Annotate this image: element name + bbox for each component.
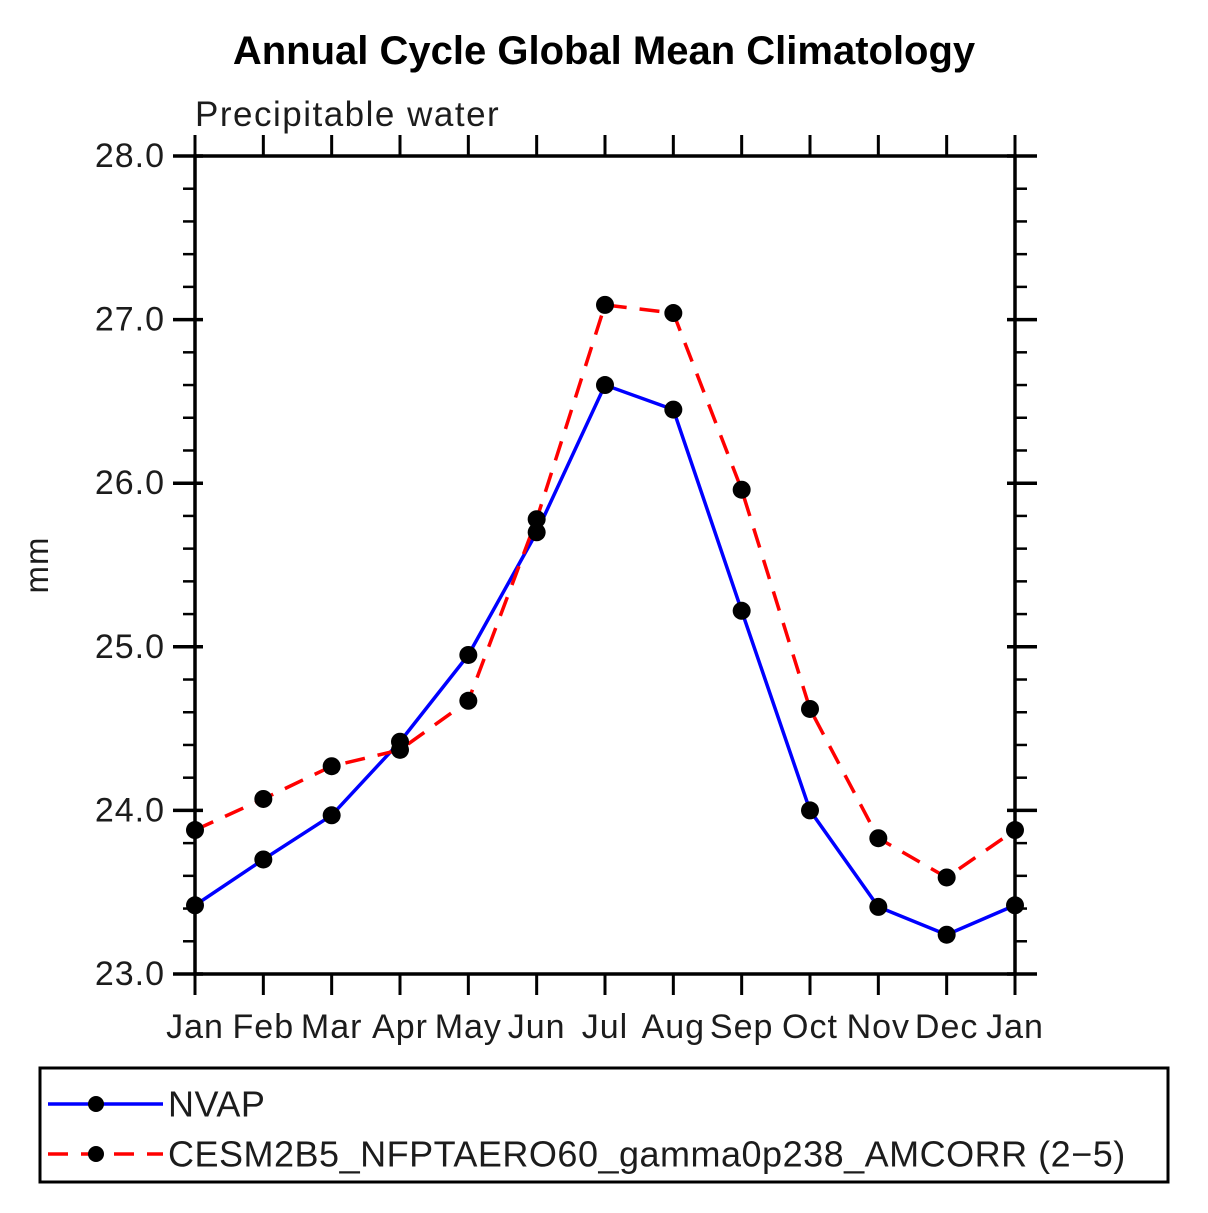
legend-marker-sample — [88, 1096, 104, 1112]
x-tick-label: Jul — [582, 1008, 628, 1046]
data-point — [186, 896, 204, 915]
chart-subtitle: Precipitable water — [195, 95, 500, 134]
x-tick-label: Oct — [782, 1008, 838, 1046]
x-tick-label: Feb — [233, 1008, 295, 1046]
legend-entry-label-nvap: NVAP — [168, 1084, 265, 1125]
legend-swatches — [48, 1096, 163, 1162]
data-point — [459, 645, 478, 664]
data-point — [732, 480, 751, 499]
x-tick-label: Dec — [915, 1008, 978, 1046]
series-line-nvap — [194, 382, 1016, 937]
data-point — [596, 295, 614, 314]
data-point — [937, 925, 956, 944]
legend-marker-sample — [88, 1146, 104, 1162]
legend: NVAP CESM2B5_NFPTAERO60_gamma0p238_AMCOR… — [38, 1066, 1170, 1184]
data-point — [801, 699, 819, 718]
data-point — [527, 523, 546, 542]
x-tick-label: Nov — [847, 1008, 910, 1046]
data-point — [596, 376, 614, 395]
data-point — [869, 897, 888, 916]
chart-title: Annual Cycle Global Mean Climatology — [233, 29, 976, 73]
x-tick-label: Jan — [166, 1008, 224, 1046]
y-tick-label: 28.0 — [95, 137, 165, 175]
data-point — [527, 510, 546, 529]
x-tick-label: May — [435, 1008, 502, 1046]
data-point — [732, 601, 751, 620]
data-point — [391, 740, 409, 759]
data-point — [254, 850, 273, 869]
data-point — [664, 400, 683, 419]
x-tick-label: Jun — [508, 1008, 566, 1046]
x-tick-label: Apr — [372, 1008, 428, 1046]
data-point — [254, 789, 273, 808]
plot-frame — [193, 154, 1017, 976]
y-tick-label: 24.0 — [95, 791, 165, 829]
x-tick-label: Jan — [986, 1008, 1044, 1046]
data-point — [937, 868, 956, 887]
data-point — [322, 757, 341, 776]
data-point — [1006, 896, 1024, 915]
y-tick-label: 26.0 — [95, 464, 165, 502]
data-point — [459, 691, 478, 710]
data-point — [664, 304, 683, 323]
data-point — [869, 829, 888, 848]
data-point — [801, 801, 819, 820]
y-tick-label: 25.0 — [95, 628, 165, 666]
y-tick-label: 23.0 — [95, 955, 165, 993]
x-tick-label: Mar — [301, 1008, 363, 1046]
data-point — [1006, 821, 1024, 840]
legend-entry-label-cesm: CESM2B5_NFPTAERO60_gamma0p238_AMCORR (2−… — [168, 1134, 1126, 1175]
legend-border — [38, 1066, 1170, 1184]
y-axis-label: mm — [18, 537, 55, 594]
x-tick-label: Aug — [642, 1008, 706, 1046]
y-tick-label: 27.0 — [95, 301, 165, 339]
data-point — [186, 821, 204, 840]
x-tick-label: Sep — [710, 1008, 774, 1046]
data-point — [322, 806, 341, 825]
